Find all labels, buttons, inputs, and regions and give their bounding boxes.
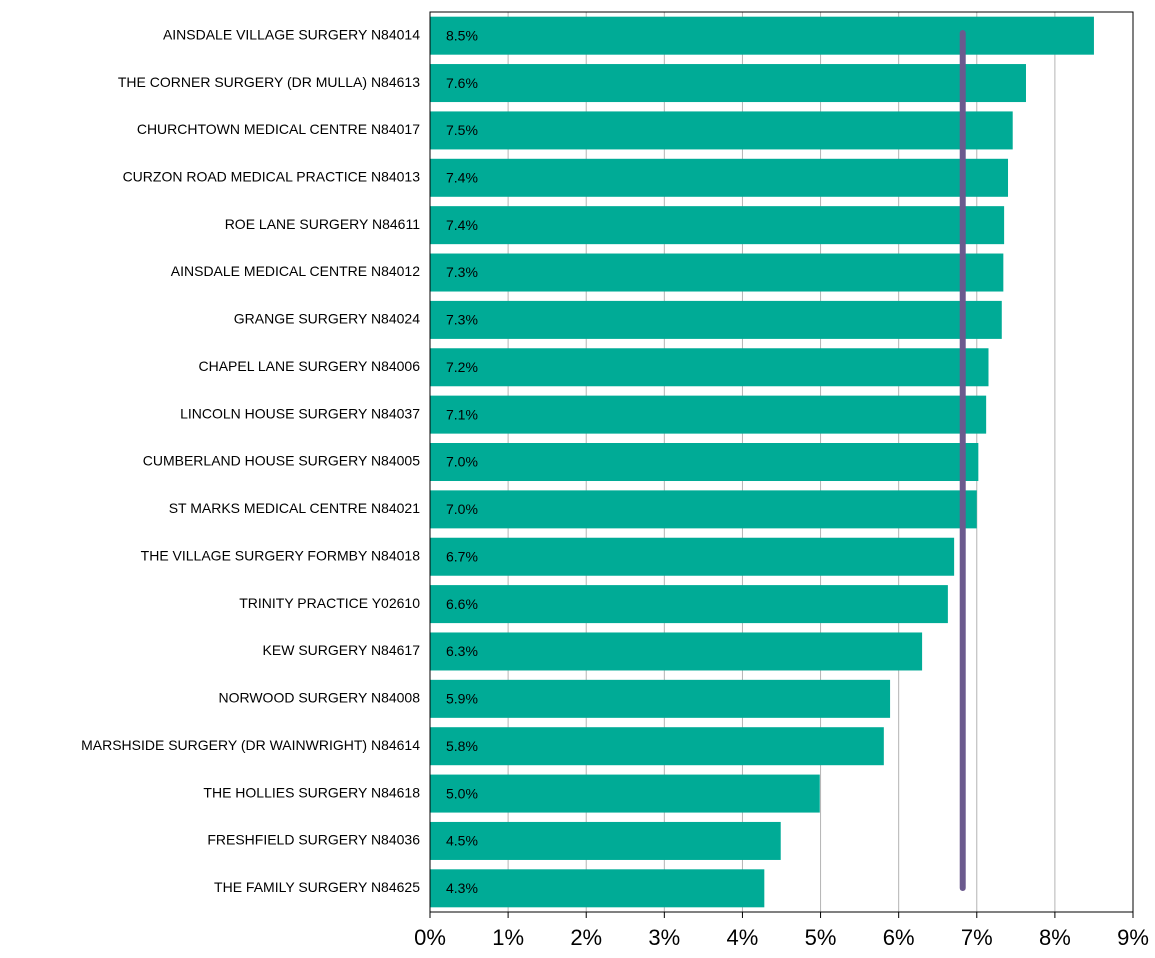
bar — [430, 869, 765, 908]
y-tick-label: THE FAMILY SURGERY N84625 — [214, 879, 420, 895]
value-label: 6.6% — [446, 596, 478, 612]
bar — [430, 64, 1026, 103]
value-label: 4.5% — [446, 833, 478, 849]
bar — [430, 111, 1013, 150]
x-tick-label: 5% — [805, 925, 837, 950]
y-tick-label: GRANGE SURGERY N84024 — [234, 311, 420, 327]
value-label: 7.3% — [446, 264, 478, 280]
bar — [430, 632, 923, 671]
y-tick-label: THE VILLAGE SURGERY FORMBY N84018 — [141, 547, 421, 563]
y-tick-label: ROE LANE SURGERY N84611 — [225, 216, 421, 232]
bar — [430, 490, 977, 529]
x-tick-label: 2% — [570, 925, 602, 950]
value-label: 5.8% — [446, 738, 478, 754]
x-tick-label: 8% — [1039, 925, 1071, 950]
value-label: 7.3% — [446, 312, 478, 328]
bar — [430, 443, 979, 481]
y-tick-label: CHURCHTOWN MEDICAL CENTRE N84017 — [137, 121, 420, 137]
bar — [430, 158, 1009, 197]
y-tick-label: TRINITY PRACTICE Y02610 — [239, 595, 420, 611]
bar — [430, 253, 1004, 292]
y-tick-label: MARSHSIDE SURGERY (DR WAINWRIGHT) N84614 — [81, 737, 420, 753]
value-label: 8.5% — [446, 27, 478, 43]
bar — [430, 727, 884, 766]
x-tick-label: 7% — [961, 925, 993, 950]
x-tick-label: 1% — [492, 925, 524, 950]
plot-border — [429, 11, 1134, 913]
bar — [430, 300, 1002, 339]
y-tick-label: LINCOLN HOUSE SURGERY N84037 — [180, 405, 420, 421]
value-label: 7.5% — [446, 122, 478, 138]
x-tick-label: 9% — [1117, 925, 1149, 950]
y-tick-label: CUMBERLAND HOUSE SURGERY N84005 — [143, 453, 420, 469]
value-label: 7.4% — [446, 169, 478, 185]
bar — [430, 821, 781, 860]
bar — [430, 585, 948, 624]
x-tick-label: 4% — [727, 925, 759, 950]
value-label: 4.3% — [446, 880, 478, 896]
y-tick-label: AINSDALE MEDICAL CENTRE N84012 — [171, 263, 420, 279]
y-tick-label: NORWOOD SURGERY N84008 — [218, 690, 420, 706]
bar — [430, 537, 955, 576]
y-tick-label: CHAPEL LANE SURGERY N84006 — [198, 358, 420, 374]
x-tick-label: 3% — [648, 925, 680, 950]
y-tick-label: AINSDALE VILLAGE SURGERY N84014 — [163, 26, 420, 42]
bar — [430, 679, 891, 718]
value-label: 5.0% — [446, 785, 478, 801]
value-label: 6.7% — [446, 548, 478, 564]
y-tick-label: CURZON ROAD MEDICAL PRACTICE N84013 — [123, 168, 421, 184]
value-label: 7.6% — [446, 75, 478, 91]
y-tick-label: THE CORNER SURGERY (DR MULLA) N84613 — [118, 74, 420, 90]
value-label: 6.3% — [446, 643, 478, 659]
bar — [430, 774, 820, 813]
bar — [430, 395, 987, 434]
y-tick-label: THE HOLLIES SURGERY N84618 — [203, 784, 420, 800]
x-tick-label: 6% — [883, 925, 915, 950]
value-label: 7.2% — [446, 359, 478, 375]
x-tick-label: 0% — [414, 925, 446, 950]
value-label: 7.4% — [446, 217, 478, 233]
value-label: 5.9% — [446, 691, 478, 707]
value-label: 7.0% — [446, 454, 478, 470]
bar — [430, 206, 1005, 245]
value-label: 7.1% — [446, 406, 478, 422]
bar — [430, 348, 989, 387]
y-tick-label: FRESHFIELD SURGERY N84036 — [207, 832, 420, 848]
y-tick-label: ST MARKS MEDICAL CENTRE N84021 — [169, 500, 421, 516]
y-tick-label: KEW SURGERY N84617 — [263, 642, 421, 658]
bar — [430, 16, 1094, 55]
value-label: 7.0% — [446, 501, 478, 517]
